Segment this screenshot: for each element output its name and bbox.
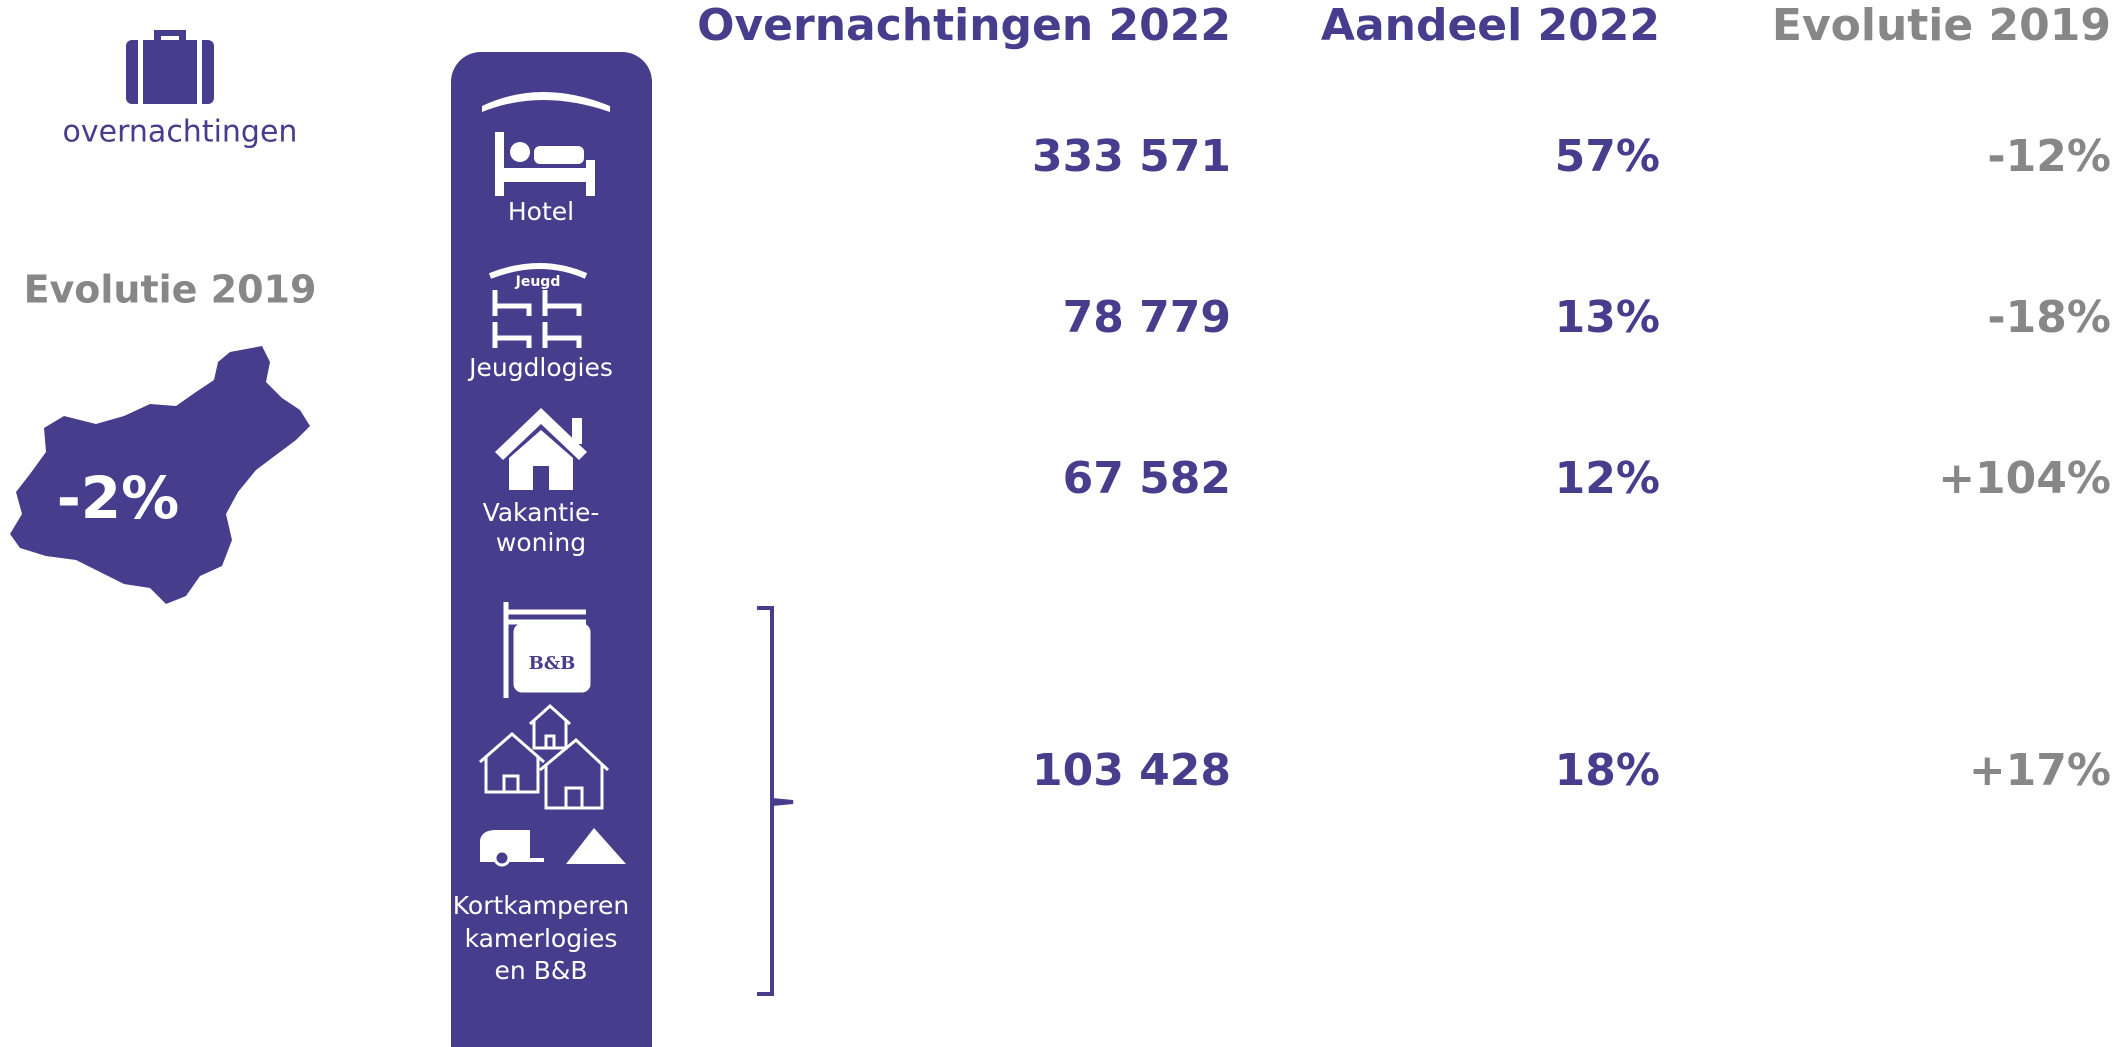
category-label: Hotel [508,197,574,226]
category-label: Jeugdlogies [467,353,613,382]
cell-value: 13% [1555,292,1660,343]
bracket [757,606,794,996]
icon-text: Hotel [521,103,566,121]
region-map [10,346,310,604]
cabins-icon [479,703,610,810]
cell-value: 103 428 [1032,745,1231,796]
camping-icon [480,828,626,867]
evolution-title: Evolutie 2019 [24,268,317,312]
column-header: Aandeel 2022 [1321,0,1660,51]
cell-value: 57% [1555,131,1660,182]
category-label: woning [496,528,586,557]
cell-value: +104% [1938,453,2111,504]
category-label: kamerlogies [465,924,618,953]
hotel-icon [482,92,610,196]
cell-value: 67 582 [1063,453,1231,504]
column-header: Overnachtingen 2022 [697,0,1231,51]
sidebar-label: overnachtingen [63,115,298,150]
category-label: en B&B [495,956,588,985]
cell-value: -18% [1987,292,2111,343]
cell-value: -12% [1987,131,2111,182]
category-label: Vakantie- [483,498,600,527]
category-label: Kortkamperen [453,891,629,920]
cell-value: +17% [1969,745,2111,796]
icon-text: B&B [529,653,576,674]
column-header: Evolutie 2019 [1772,0,2111,51]
cell-value: 78 779 [1063,292,1231,343]
cell-value: 18% [1555,745,1660,796]
evolution-value: -2% [57,464,180,532]
cell-value: 333 571 [1032,131,1231,182]
bnb-icon [503,602,591,698]
house-icon [495,408,587,490]
icon-text: Jeugd [515,274,561,290]
suitcase-icon [126,30,214,104]
cell-value: 12% [1555,453,1660,504]
hostel-icon [488,263,588,348]
